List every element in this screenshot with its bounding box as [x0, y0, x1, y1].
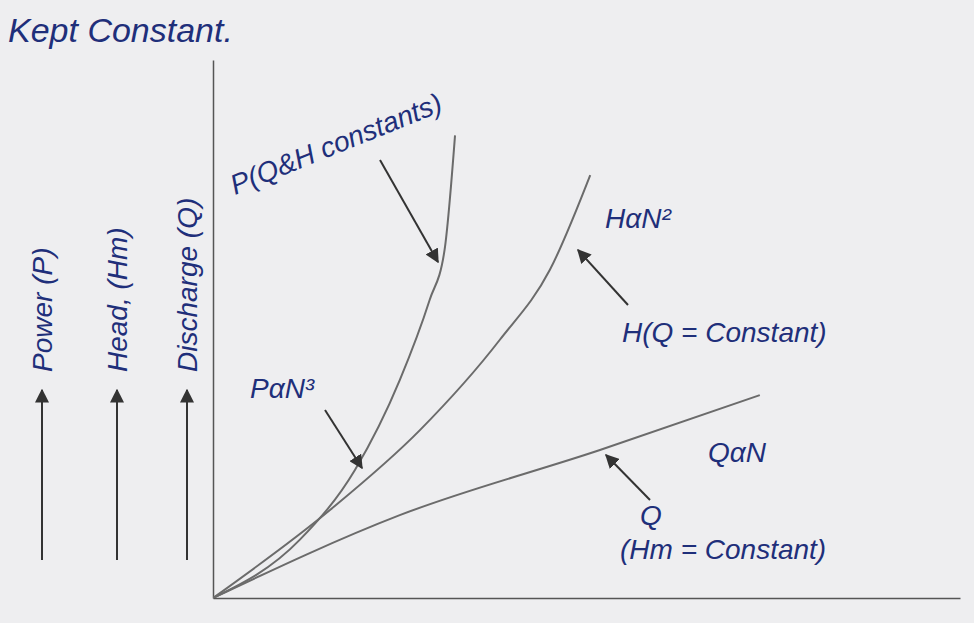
- annotation: P(Q&H constants): [226, 87, 447, 200]
- arrow: [380, 160, 438, 262]
- curve: [213, 395, 760, 598]
- axis-title: Head, (Hm): [102, 227, 133, 372]
- x-axis: [214, 598, 961, 599]
- arrow: [116, 390, 118, 560]
- curve: [213, 175, 590, 598]
- title: Kept Constant.: [8, 11, 233, 49]
- arrow: [578, 250, 628, 305]
- axis-title: Discharge (Q): [172, 198, 203, 372]
- annotation: Q(Hm = Constant): [620, 500, 826, 565]
- axis-line: [213, 61, 215, 599]
- arrow: [186, 390, 188, 560]
- arrow: [325, 410, 362, 468]
- arrow: [41, 390, 43, 560]
- chart: Kept Constant. Power (P) Head, (Hm) Dischar…: [0, 0, 974, 623]
- axis-line: [214, 598, 961, 600]
- annotation: HαN²: [605, 203, 672, 234]
- annotation: QαN: [708, 437, 767, 468]
- y-axis: [213, 61, 214, 599]
- axis-title: Power (P): [27, 248, 58, 372]
- annotation: H(Q = Constant): [622, 317, 827, 348]
- annotation: PαN³: [250, 373, 315, 404]
- curve: [213, 135, 455, 598]
- arrow: [606, 455, 650, 500]
- plot-area: [213, 135, 760, 598]
